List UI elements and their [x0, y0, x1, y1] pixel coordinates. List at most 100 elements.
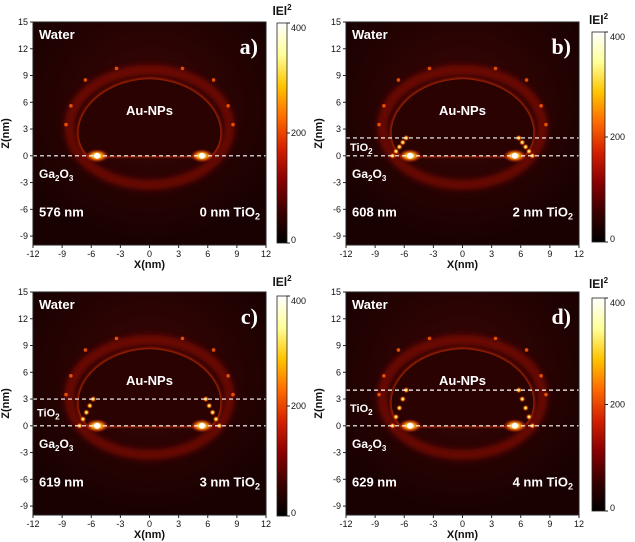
- z-tick-label: 15: [331, 287, 341, 297]
- z-tick-label: -6: [333, 474, 341, 484]
- label-water: Water: [39, 27, 75, 42]
- x-tick-label: 3: [176, 249, 181, 259]
- x-tick-label: 9: [547, 519, 552, 529]
- colorbar-tick-label: 400: [291, 296, 306, 306]
- colorbar-title: lEl2: [589, 12, 609, 27]
- z-axis-title: Z(nm): [0, 118, 12, 149]
- x-tick-label: 12: [261, 249, 271, 259]
- shell-hotspot: [525, 413, 533, 421]
- x-tick-label: 6: [205, 519, 210, 529]
- x-tick-label: 3: [489, 519, 494, 529]
- label-ga2o3: Ga2O3: [39, 167, 74, 183]
- label-au-nps: Au-NPs: [439, 373, 486, 388]
- field-map: [33, 292, 266, 515]
- shell-hotspot: [402, 386, 410, 394]
- x-tick-label: -3: [429, 249, 437, 259]
- x-tick-label: -9: [58, 249, 66, 259]
- colorbar-tick-label: 0: [610, 234, 615, 244]
- shell-hotspot: [216, 422, 223, 429]
- label-water: Water: [39, 297, 75, 312]
- rim-dot: [396, 348, 401, 352]
- z-axis-title: Z(nm): [313, 118, 325, 149]
- nanoparticle-core: [78, 79, 221, 156]
- panel-letter: d): [551, 304, 571, 329]
- x-tick-label: 6: [518, 249, 523, 259]
- z-tick-label: -6: [333, 204, 341, 214]
- z-tick-label: 9: [23, 71, 28, 81]
- colorbar: [591, 297, 606, 512]
- x-tick-label: 9: [547, 249, 552, 259]
- z-axis-title: Z(nm): [313, 388, 325, 419]
- rim-dot: [539, 374, 543, 378]
- colorbar-tick-label: 200: [291, 401, 306, 411]
- z-tick-label: 12: [18, 44, 28, 54]
- label-wavelength: 608 nm: [352, 204, 397, 219]
- label-thickness: 4 nm TiO2: [513, 474, 573, 491]
- z-tick-label: -3: [20, 448, 28, 458]
- field-map: [346, 22, 579, 245]
- rim-dot: [211, 348, 216, 352]
- x-tick-label: 0: [460, 519, 465, 529]
- x-tick-label: -6: [87, 519, 95, 529]
- x-tick-label: -12: [26, 519, 39, 529]
- label-wavelength: 619 nm: [39, 474, 84, 489]
- colorbar-tick-label: 400: [291, 23, 306, 33]
- z-tick-label: -6: [20, 474, 28, 484]
- x-axis-title: X(nm): [447, 529, 479, 541]
- colorbar: [276, 295, 288, 517]
- rim-dot: [69, 374, 73, 378]
- z-tick-label: 15: [331, 17, 341, 27]
- shell-hotspot: [529, 422, 536, 429]
- panel-d: Water Au-NPs d) TiO2 Ga2O3 629 nm 4 nm TiO2 -12…: [313, 276, 625, 541]
- rim-dot: [226, 104, 230, 108]
- rim-dot: [427, 66, 432, 71]
- z-tick-label: 6: [23, 97, 28, 107]
- x-tick-label: 12: [574, 519, 584, 529]
- colorbar-title: lEl2: [589, 276, 609, 291]
- panel-b: Water Au-NPs b) TiO2 Ga2O3 608 nm 2 nm TiO2 -12…: [313, 12, 625, 271]
- nanoparticle-core: [78, 349, 221, 426]
- z-tick-label: 9: [23, 341, 28, 351]
- x-tick-label: -9: [371, 249, 379, 259]
- colorbar-title: lEl2: [272, 274, 292, 289]
- shell-hotspot: [206, 402, 213, 409]
- rim-dot: [524, 78, 529, 82]
- z-tick-label: 9: [336, 71, 341, 81]
- rim-dot: [539, 104, 543, 108]
- x-tick-label: 0: [147, 519, 152, 529]
- z-tick-label: 6: [23, 367, 28, 377]
- field-map: [346, 292, 579, 515]
- x-tick-label: -3: [429, 519, 437, 529]
- z-tick-label: 12: [331, 44, 341, 54]
- shell-hotspot: [519, 395, 526, 403]
- shell-hotspot: [396, 143, 403, 151]
- colorbar-tick-label: 200: [291, 128, 306, 138]
- z-tick-label: 0: [23, 151, 28, 161]
- label-thickness: 3 nm TiO2: [200, 474, 260, 491]
- z-tick-label: -9: [20, 501, 28, 511]
- shell-hotspot: [209, 409, 216, 416]
- x-tick-label: -3: [116, 249, 124, 259]
- x-axis-title: X(nm): [134, 259, 166, 271]
- nanoparticle-core: [391, 349, 534, 426]
- x-tick-label: 12: [261, 519, 271, 529]
- x-tick-label: -9: [58, 519, 66, 529]
- z-tick-label: 0: [23, 421, 28, 431]
- nanoparticle-core: [391, 79, 534, 156]
- panel-a: Water Au-NPs a) Ga2O3 576 nm 0 nm TiO2 -12 -9 -6…: [0, 3, 306, 271]
- label-tio2: TiO2: [37, 407, 60, 421]
- z-tick-label: -3: [20, 178, 28, 188]
- x-tick-label: -9: [371, 519, 379, 529]
- x-tick-label: -12: [26, 249, 39, 259]
- colorbar-title: lEl2: [272, 3, 292, 18]
- z-tick-label: -9: [333, 231, 341, 241]
- shell-hotspot: [83, 409, 90, 416]
- z-tick-label: 3: [23, 124, 28, 134]
- shell-hotspot: [522, 404, 529, 412]
- colorbar-tick-label: 0: [291, 508, 296, 518]
- particle-glow: [64, 64, 235, 190]
- label-wavelength: 629 nm: [352, 474, 397, 489]
- colorbar: [276, 22, 288, 244]
- z-tick-label: 0: [336, 421, 341, 431]
- label-au-nps: Au-NPs: [126, 103, 173, 118]
